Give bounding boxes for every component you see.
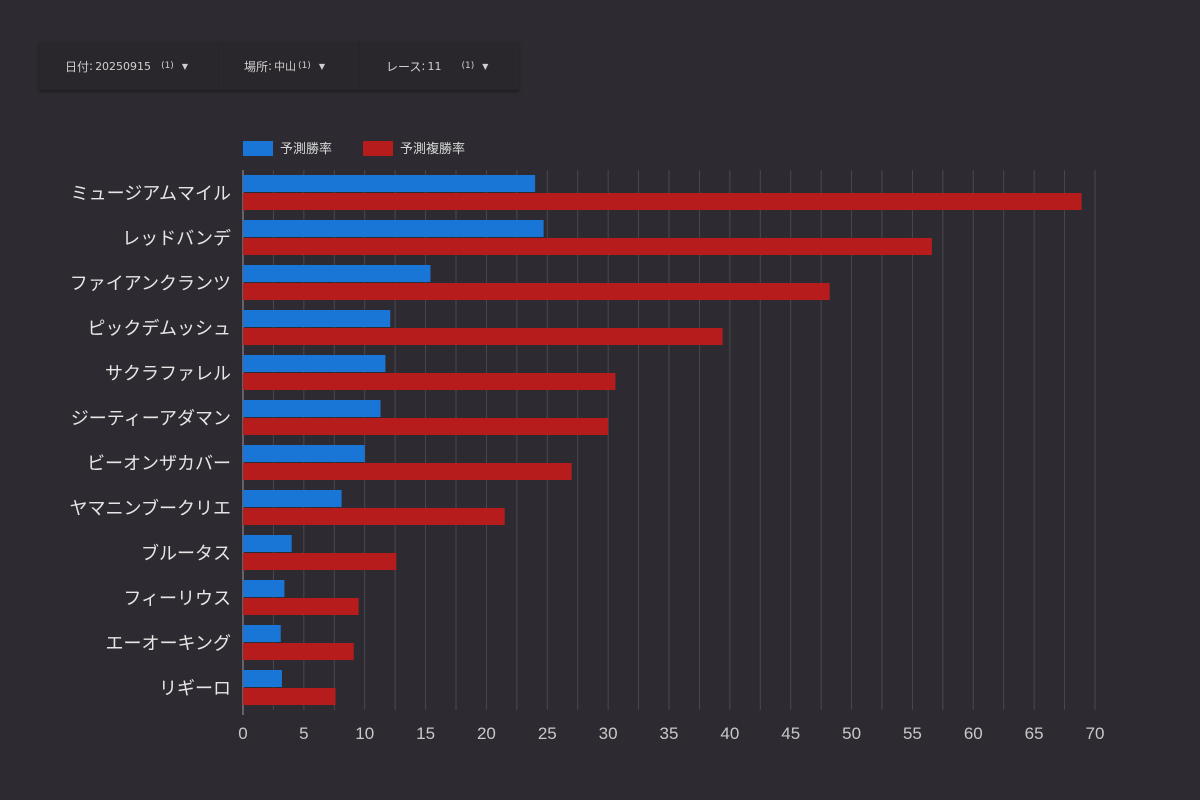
category-label: ブルータス <box>141 543 231 565</box>
bar-win-rate <box>243 310 391 327</box>
category-label: エーオーキング <box>106 634 231 655</box>
filter-count: (1) <box>461 61 475 71</box>
x-tick-label: 35 <box>660 724 679 743</box>
x-tick-label: 20 <box>477 724 496 743</box>
caret-down-icon: ▼ <box>482 61 489 71</box>
x-tick-label: 15 <box>416 724 435 743</box>
x-tick-label: 55 <box>903 724 922 743</box>
filter-place[interactable]: 場所: 中山 (1) ▼ <box>219 42 360 90</box>
category-label: ミュージアムマイル <box>71 184 231 205</box>
bar-place-rate <box>243 598 359 615</box>
bar-win-rate <box>243 400 381 417</box>
bar-win-rate <box>243 175 536 192</box>
bar-win-rate <box>243 265 431 282</box>
bar-place-rate <box>243 643 354 660</box>
category-label: レッドバンデ <box>122 229 231 250</box>
caret-down-icon: ▼ <box>318 61 325 71</box>
bar-place-rate <box>243 508 505 525</box>
bar-place-rate <box>243 688 336 705</box>
bar-place-rate <box>243 418 609 435</box>
caret-down-icon: ▼ <box>181 61 188 71</box>
category-label: フィーリウス <box>123 589 231 610</box>
filter-date[interactable]: 日付: 20250915 (1) ▼ <box>39 42 219 90</box>
filter-colon: : <box>268 59 273 73</box>
bar-place-rate <box>243 283 830 300</box>
x-tick-label: 10 <box>355 724 374 743</box>
bar-place-rate <box>243 328 723 345</box>
filter-race[interactable]: レース: 11 (1) ▼ <box>360 42 519 90</box>
filter-label: 場所 <box>244 59 269 74</box>
x-tick-label: 65 <box>1025 724 1044 743</box>
filter-count: (1) <box>161 61 174 71</box>
bar-win-rate <box>243 535 292 552</box>
legend-swatch <box>363 141 393 156</box>
bar-place-rate <box>243 373 616 390</box>
bar-win-rate <box>243 355 386 372</box>
x-tick-label: 40 <box>720 724 739 743</box>
category-label: ジーティーアダマン <box>71 409 231 430</box>
legend-label: 予測複勝率 <box>400 141 465 157</box>
x-tick-label: 5 <box>299 724 308 743</box>
filter-label: レース <box>386 59 422 74</box>
bar-win-rate <box>243 490 342 507</box>
category-label: ヤマニンブークリエ <box>70 498 231 520</box>
legend-label: 予測勝率 <box>280 141 332 157</box>
filter-bar: 日付: 20250915 (1) ▼ 場所: 中山 (1) ▼ レース: 11 … <box>39 42 519 90</box>
bar-win-rate <box>243 445 365 462</box>
bar-win-rate <box>243 220 544 237</box>
bar-place-rate <box>243 463 572 480</box>
bar-place-rate <box>243 238 932 255</box>
filter-colon: : <box>421 59 426 73</box>
filter-label: 日付 <box>65 59 90 74</box>
bar-place-rate <box>243 553 397 570</box>
x-tick-label: 60 <box>964 724 983 743</box>
bar-win-rate <box>243 625 281 642</box>
bar-win-rate <box>243 670 282 687</box>
x-tick-label: 50 <box>842 724 861 743</box>
bar-place-rate <box>243 193 1082 210</box>
category-label: サクラファレル <box>105 364 231 385</box>
category-label: リギーロ <box>159 679 231 700</box>
bar-win-rate <box>243 580 285 597</box>
filter-colon: : <box>89 59 94 73</box>
category-label: ビーオンザカバー <box>87 454 231 475</box>
x-tick-label: 70 <box>1086 724 1105 743</box>
x-tick-label: 0 <box>238 724 247 743</box>
category-label: ファイアンクランツ <box>70 274 231 295</box>
legend-swatch <box>243 141 273 156</box>
x-tick-label: 30 <box>599 724 618 743</box>
x-tick-label: 25 <box>538 724 557 743</box>
filter-value: 中山 <box>274 60 297 73</box>
filter-value: 20250915 <box>95 59 152 73</box>
x-tick-label: 45 <box>781 724 800 743</box>
filter-count: (1) <box>298 61 311 71</box>
filter-value: 11 <box>427 59 442 73</box>
category-label: ピックデムッシュ <box>87 319 231 340</box>
